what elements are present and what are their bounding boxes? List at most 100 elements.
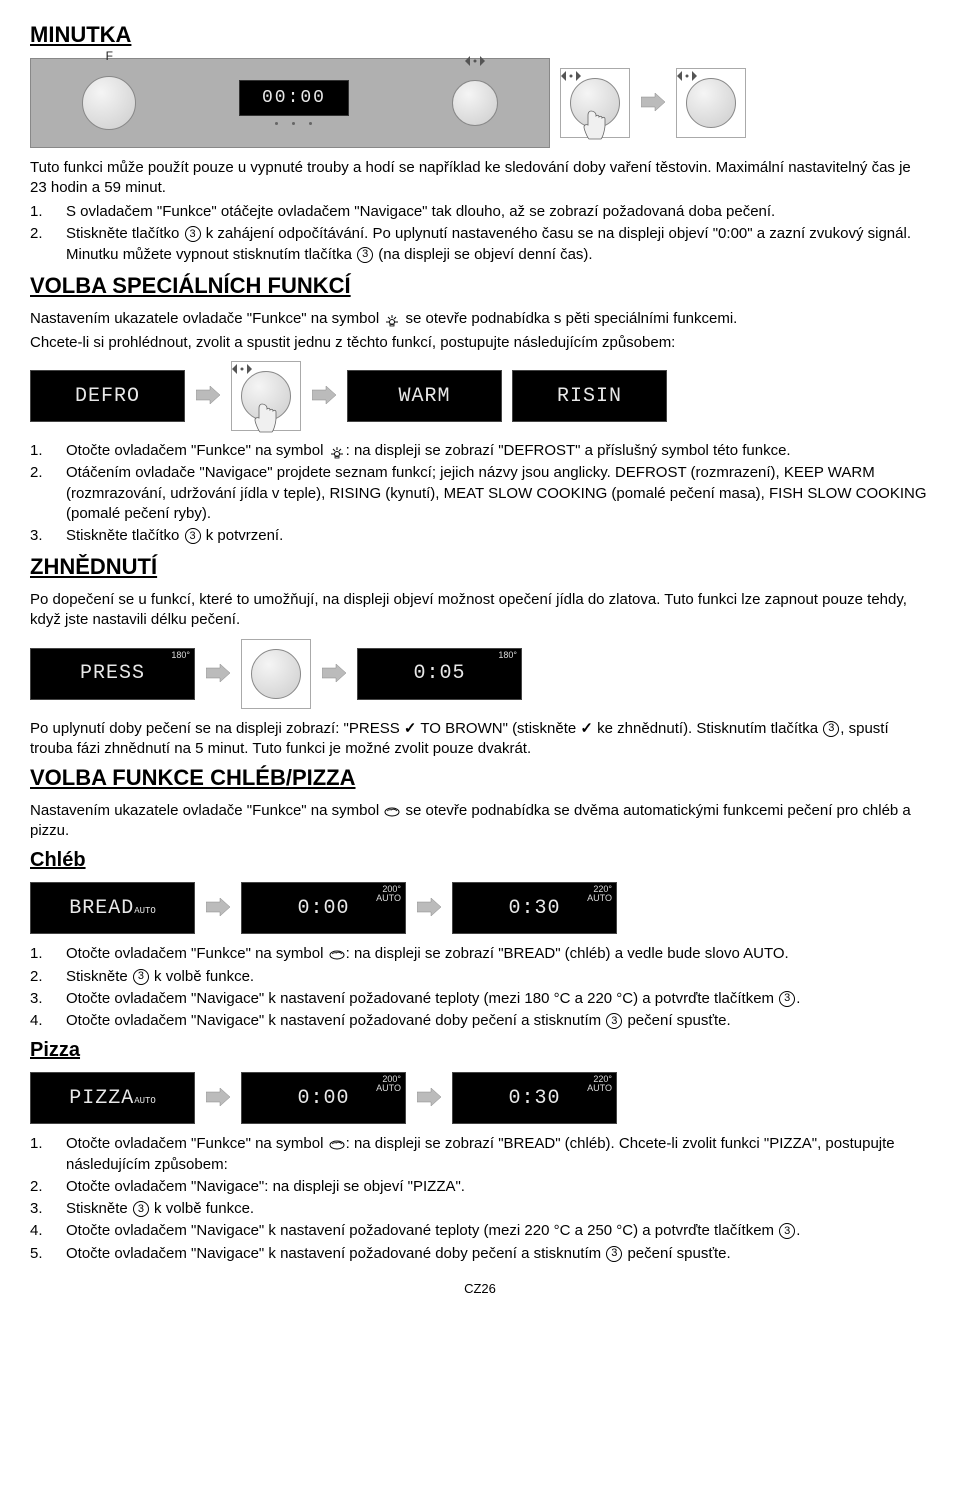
nav-knob[interactable] [452,80,498,126]
nav-arrows-icon [677,71,697,81]
text-fragment: Otočte ovladačem "Navigace" k nastavení … [66,990,778,1007]
text-fragment: (na displeji se objeví denní čas). [374,246,592,263]
display-000: 200° AUTO 0:00 [241,1072,406,1124]
step-num: 3. [30,989,66,1009]
button-3-icon: 3 [606,1013,622,1029]
text-fragment: Otočte ovladačem "Navigace" k nastavení … [66,1222,778,1239]
nav-knob[interactable] [251,649,301,699]
button-3-icon: 3 [779,991,795,1007]
step-item: 2. Otočte ovladačem "Navigace": na displ… [30,1177,930,1197]
display-text: PRESS [80,660,145,687]
button-3-icon: 3 [779,1223,795,1239]
step-item: 1. Otočte ovladačem "Funkce" na symbol :… [30,1134,930,1175]
step-num: 3. [30,1199,66,1219]
display-030: 220° AUTO 0:30 [452,1072,617,1124]
f-label: F [106,48,113,64]
text-fragment: Otočte ovladačem "Navigace" k nastavení … [66,1012,605,1029]
display-030: 220° AUTO 0:30 [452,882,617,934]
display-corner: 180° [498,651,517,660]
button-3-icon: 3 [185,528,201,544]
display-text: 0:30 [508,895,560,922]
step-text: Stiskněte 3 k volbě funkce. [66,1199,930,1219]
step-text: Otočte ovladačem "Navigace" k nastavení … [66,1244,930,1264]
button-3-icon: 3 [823,721,839,737]
subsection-title-pizza: Pizza [30,1037,930,1064]
display-text: PIZZAAUTO [69,1085,156,1112]
step-num: 2. [30,1177,66,1197]
step-item: 2. Otáčením ovladače "Navigace" projdete… [30,463,930,524]
display-text: 0:00 [297,895,349,922]
time-display: 00:00 [239,80,349,116]
display-text: 00:00 [262,86,326,110]
display-corner: 220° AUTO [587,1075,612,1093]
display-text: WARM [398,383,450,410]
step-num: 2. [30,224,66,265]
spec-steps: 1. Otočte ovladačem "Funkce" na symbol :… [30,441,930,546]
step-num: 3. [30,526,66,546]
step-item: 1. S ovladačem "Funkce" otáčejte ovladač… [30,202,930,222]
text-fragment: : na displeji se zobrazí "BREAD" (chléb)… [346,945,789,962]
step-item: 4. Otočte ovladačem "Navigace" k nastave… [30,1221,930,1241]
bread-icon [328,946,346,962]
step-num: 4. [30,1011,66,1031]
text-fragment: k potvrzení. [202,527,284,544]
auto-suffix: AUTO [134,906,156,916]
step-num: 5. [30,1244,66,1264]
oven-control-panel: F 00:00 [30,58,550,148]
arrow-icon [416,895,442,921]
section-title-minutka: MINUTKA [30,20,930,50]
subsection-title-chleb: Chléb [30,847,930,874]
display-pizza: PIZZAAUTO [30,1072,195,1124]
section-title-zhnednuti: ZHNĚDNUTÍ [30,552,930,582]
text-fragment: PIZZA [69,1087,134,1110]
special-icon [383,311,401,327]
chleb-display-row: BREADAUTO 200° AUTO 0:00 220° AUTO 0:30 [30,882,930,934]
text-fragment: pečení spusťte. [623,1245,730,1262]
display-corner: 200° AUTO [376,1075,401,1093]
pizza-display-row: PIZZAAUTO 200° AUTO 0:00 220° AUTO 0:30 [30,1072,930,1124]
minutka-steps: 1. S ovladačem "Funkce" otáčejte ovladač… [30,202,930,265]
display-corner: 180° [171,651,190,660]
spec-intro-2: Chcete-li si prohlédnout, zvolit a spust… [30,333,930,353]
step-num: 1. [30,944,66,964]
nav-knob[interactable] [686,78,736,128]
bread-icon [328,1136,346,1152]
text-fragment: Nastavením ukazatele ovladače "Funkce" n… [30,310,383,327]
zhned-display-row: 180° PRESS 180° 0:05 [30,639,930,709]
step-text: S ovladačem "Funkce" otáčejte ovladačem … [66,202,930,222]
section-title-chlebpizza: VOLBA FUNKCE CHLÉB/PIZZA [30,763,930,793]
text-fragment: TO BROWN" (stiskněte [416,720,580,737]
button-3-icon: 3 [133,1201,149,1217]
step-item: 1. Otočte ovladačem "Funkce" na symbol :… [30,441,930,461]
button-dot[interactable] [275,122,278,125]
text-fragment: k volbě funkce. [150,968,254,985]
text-fragment: Stiskněte tlačítko [66,527,184,544]
zhned-after: Po uplynutí doby pečení se na displeji z… [30,719,930,760]
display-text: DEFRO [75,383,140,410]
text-fragment: Stiskněte [66,1200,132,1217]
step-item: 3. Otočte ovladačem "Navigace" k nastave… [30,989,930,1009]
button-dot[interactable] [292,122,295,125]
arrow-icon [205,895,231,921]
display-warm: WARM [347,370,502,422]
display-text: 0:00 [297,1085,349,1112]
button-3-icon: 3 [185,226,201,242]
arrow-icon [640,90,666,116]
step-num: 1. [30,441,66,461]
arrow-icon [205,1085,231,1111]
display-press: 180° PRESS [30,648,195,700]
button-3-icon: 3 [357,247,373,263]
step-text: Stiskněte tlačítko 3 k zahájení odpočítá… [66,224,930,265]
step-text: Stiskněte tlačítko 3 k potvrzení. [66,526,930,546]
step-text: Otočte ovladačem "Navigace" k nastavení … [66,1011,930,1031]
special-icon [328,443,346,459]
step-text: Otočte ovladačem "Funkce" na symbol : na… [66,944,930,964]
display-text: BREADAUTO [69,895,156,922]
step-text: Otočte ovladačem "Funkce" na symbol : na… [66,441,930,461]
function-knob[interactable] [82,76,136,130]
knob-step-box [231,361,301,431]
nav-arrows-icon [232,364,252,374]
text-fragment: Otočte ovladačem "Funkce" na symbol [66,442,328,459]
step-text: Otáčením ovladače "Navigace" projdete se… [66,463,930,524]
button-dot[interactable] [309,122,312,125]
